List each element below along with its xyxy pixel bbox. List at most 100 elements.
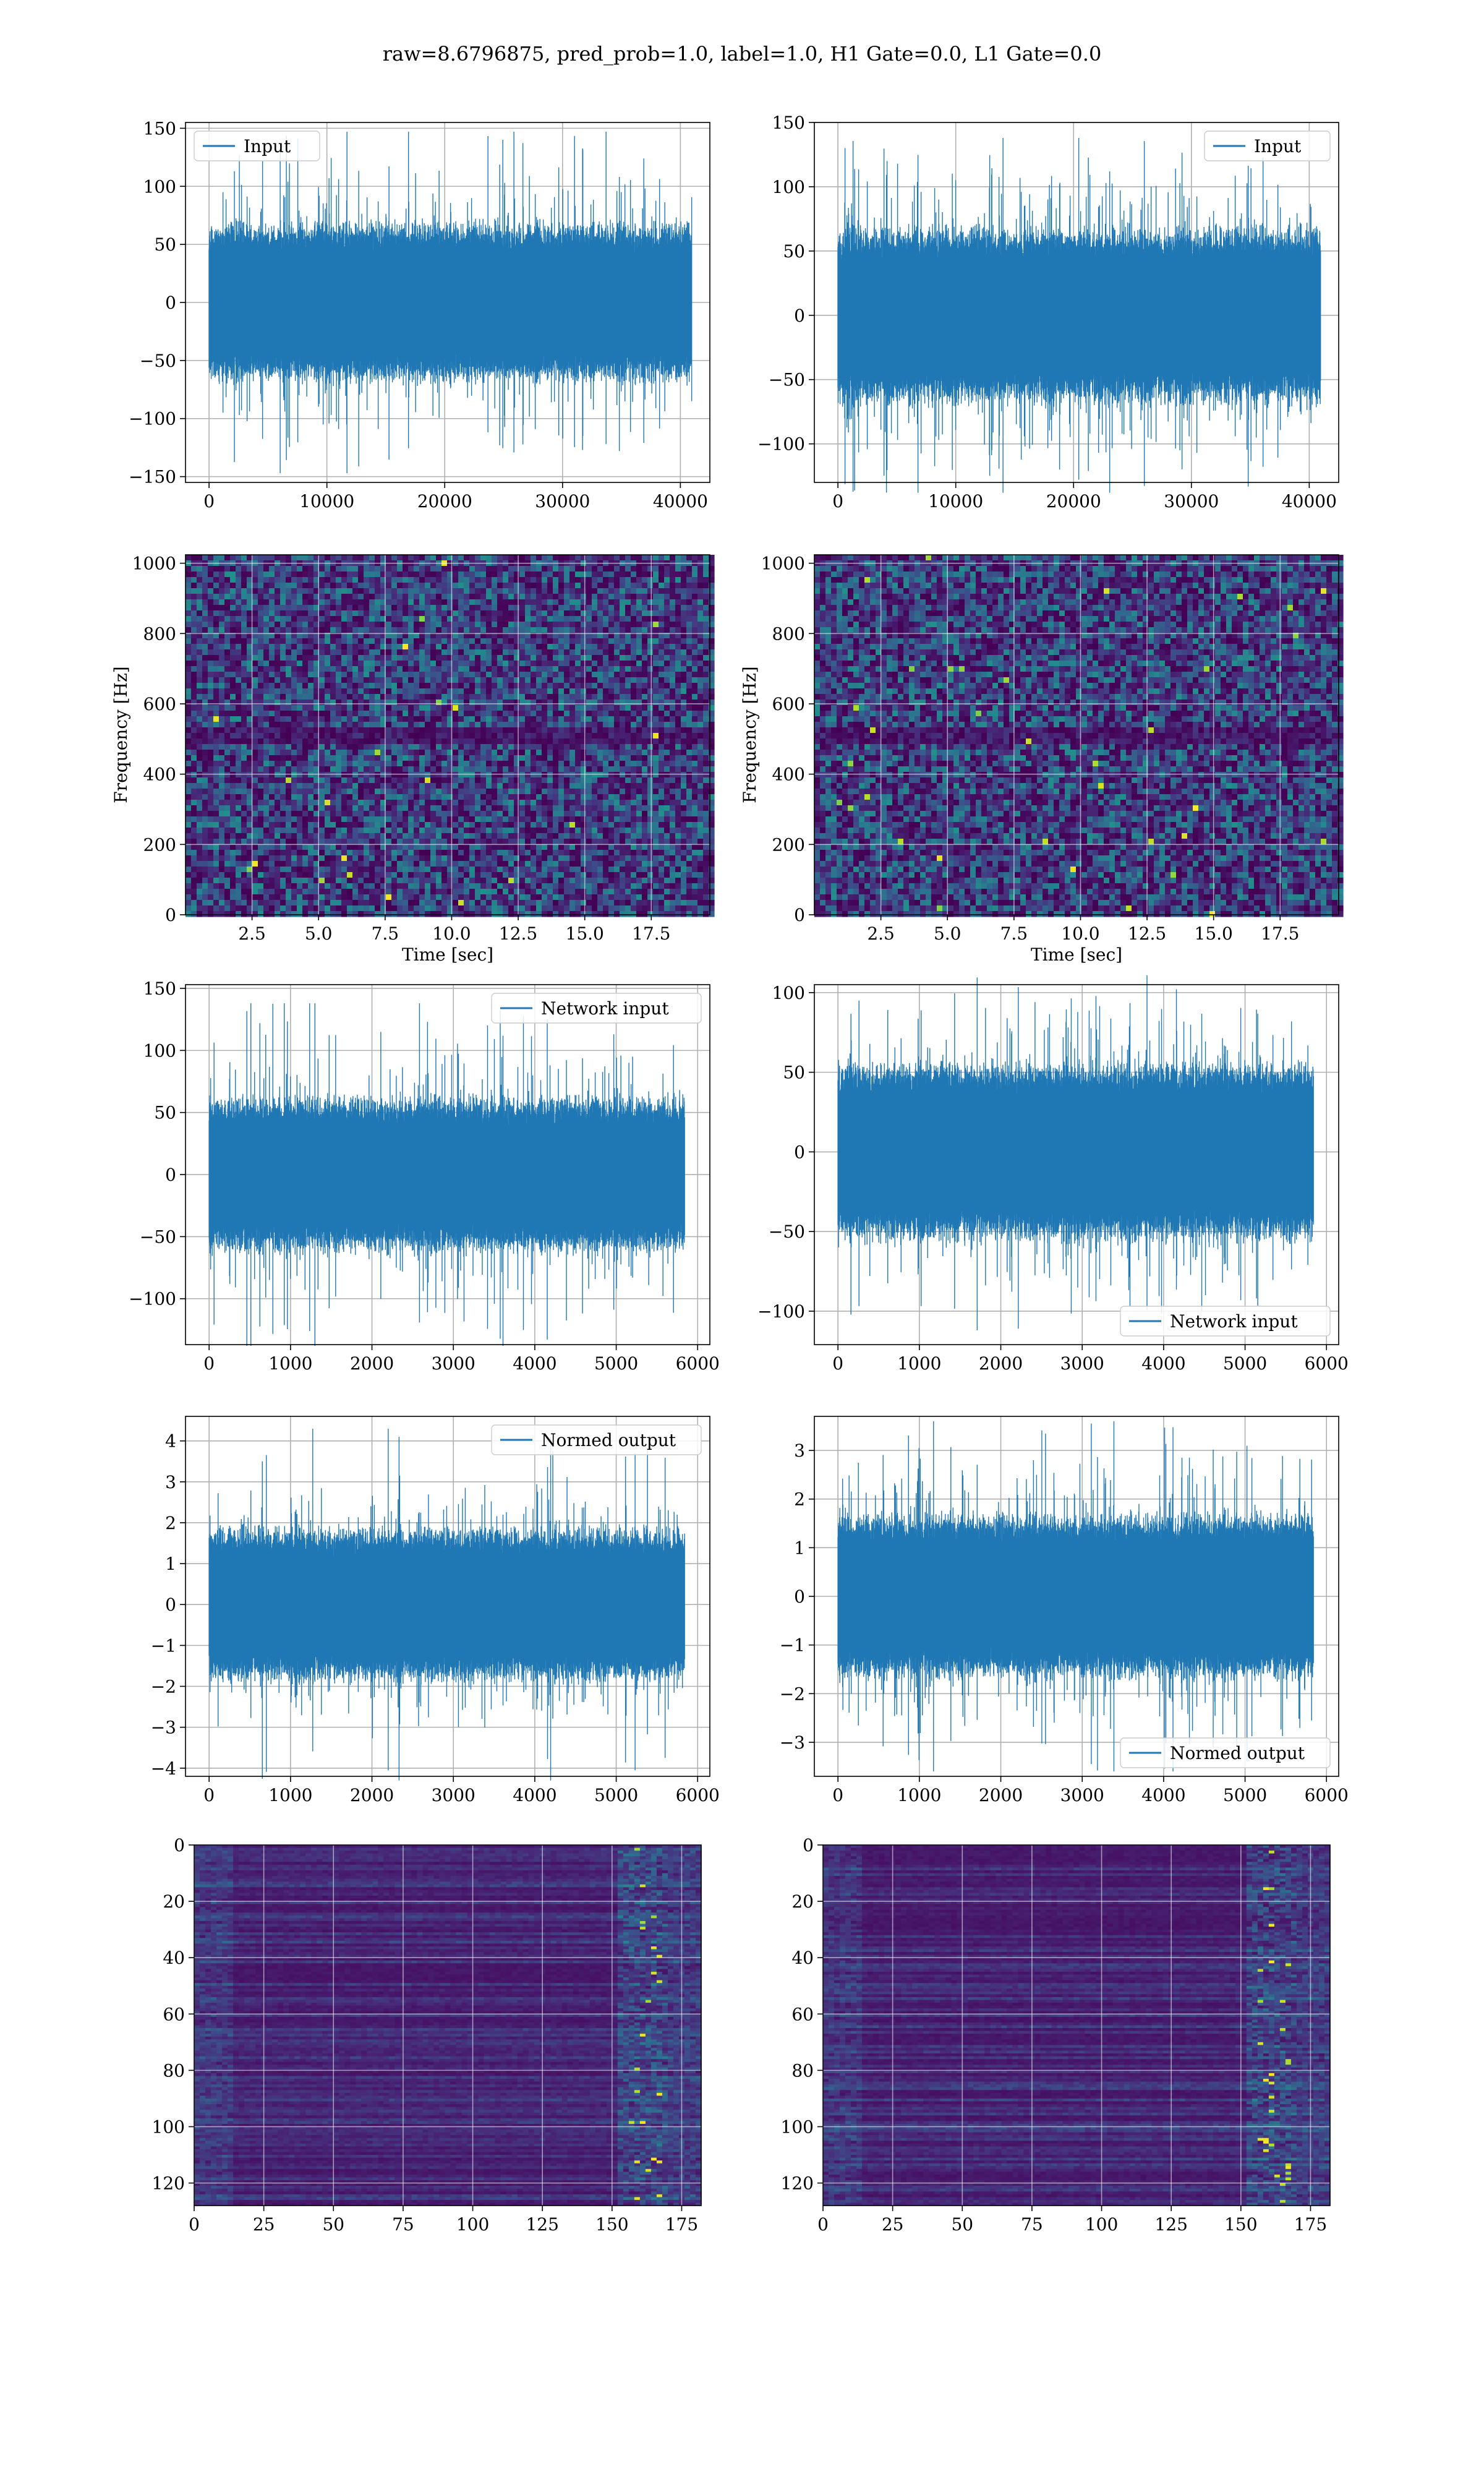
spectrogram-cell bbox=[202, 566, 208, 572]
spectrogram-cell bbox=[252, 610, 258, 617]
spectrogram-cell bbox=[219, 583, 225, 589]
spectrogram-cell bbox=[236, 599, 242, 606]
spectrogram-cell bbox=[558, 571, 565, 578]
spectrogram-cell bbox=[269, 599, 275, 606]
spectrogram-cell bbox=[369, 588, 375, 594]
spectrogram-cell bbox=[647, 571, 654, 578]
spectrogram-cell bbox=[558, 605, 565, 611]
spectrogram-cell bbox=[564, 599, 570, 606]
spectrogram-cell bbox=[675, 577, 681, 583]
spectrogram-cell bbox=[592, 566, 598, 572]
spectrogram-cell bbox=[330, 616, 336, 622]
spectrogram-cell bbox=[436, 599, 442, 606]
spectrogram-cell bbox=[208, 616, 214, 622]
spectrogram-cell bbox=[208, 566, 214, 572]
spectrogram-cell bbox=[480, 594, 487, 600]
spectrogram-cell bbox=[425, 588, 431, 594]
spectrogram-cell bbox=[608, 594, 615, 600]
spectrogram-cell bbox=[469, 588, 475, 594]
spectrogram-cell bbox=[547, 605, 553, 611]
spectrogram-cell bbox=[319, 599, 325, 606]
spectrogram-cell bbox=[542, 571, 548, 578]
spectrogram-cell bbox=[208, 594, 214, 600]
spectrogram-cell bbox=[191, 566, 197, 572]
spectrogram-cell bbox=[219, 594, 225, 600]
spectrogram-cell bbox=[553, 566, 559, 572]
spectrogram-cell bbox=[275, 616, 281, 622]
spectrogram-cell bbox=[686, 566, 693, 572]
spectrogram-cell bbox=[586, 555, 592, 561]
spectrogram-cell bbox=[692, 577, 698, 583]
spectrogram-cell bbox=[553, 571, 559, 578]
spectrogram-cell bbox=[486, 594, 492, 600]
spectrogram-cell bbox=[263, 588, 270, 594]
spectrogram-cell bbox=[464, 610, 470, 617]
spectrogram-cell bbox=[352, 605, 359, 611]
spectrogram-cell bbox=[703, 577, 709, 583]
spectrogram-cell bbox=[497, 605, 503, 611]
spectrogram-cell bbox=[631, 599, 637, 606]
spectrogram-cell bbox=[514, 555, 520, 561]
spectrogram-cell bbox=[330, 571, 336, 578]
spectrogram-cell bbox=[686, 605, 693, 611]
spectrogram-cell bbox=[280, 555, 286, 561]
spectrogram-cell bbox=[408, 583, 414, 589]
spectrogram-cell bbox=[697, 566, 704, 572]
spectrogram-cell bbox=[219, 599, 225, 606]
spectrogram-cell bbox=[364, 577, 370, 583]
spectrogram-cell bbox=[263, 571, 270, 578]
panel-spectrogram-h1: 2.5 5.0 7.5 10.0 12.5 15.0 17.5020040060080010… bbox=[111, 554, 715, 965]
spectrogram-cell bbox=[508, 599, 514, 606]
spectrogram-cell bbox=[252, 583, 258, 589]
spectrogram-cell bbox=[486, 577, 492, 583]
spectrogram-cell bbox=[241, 588, 247, 594]
spectrogram-cell bbox=[569, 605, 576, 611]
spectrogram-cell bbox=[542, 577, 548, 583]
spectrogram-cell bbox=[603, 577, 609, 583]
spectrogram-cell bbox=[430, 599, 437, 606]
spectrogram-cell bbox=[208, 610, 214, 617]
spectrogram-cell bbox=[236, 583, 242, 589]
spectrogram-cell bbox=[291, 583, 297, 589]
spectrogram-cell bbox=[597, 605, 603, 611]
spectrogram-cell bbox=[486, 610, 492, 617]
spectrogram-cell bbox=[503, 583, 509, 589]
spectrogram-cell bbox=[480, 566, 487, 572]
spectrogram-cell bbox=[464, 566, 470, 572]
spectrogram-cell bbox=[297, 599, 303, 606]
x-tick-label: 30000 bbox=[535, 491, 590, 511]
spectrogram-cell bbox=[375, 610, 381, 617]
spectrogram-cell bbox=[308, 588, 314, 594]
spectrogram-cell bbox=[508, 588, 514, 594]
spectrogram-cell bbox=[336, 599, 342, 606]
spectrogram-cell bbox=[503, 605, 509, 611]
spectrogram-cell bbox=[697, 571, 704, 578]
spectrogram-cell bbox=[436, 594, 442, 600]
spectrogram-cell bbox=[358, 616, 364, 622]
spectrogram-cell bbox=[697, 605, 704, 611]
spectrogram-cell bbox=[269, 605, 275, 611]
spectrogram-cell bbox=[224, 594, 231, 600]
spectrogram-cell bbox=[464, 588, 470, 594]
spectrogram-cell bbox=[280, 588, 286, 594]
spectrogram-cell bbox=[297, 616, 303, 622]
spectrogram-cell bbox=[675, 605, 681, 611]
spectrogram-cell bbox=[519, 571, 526, 578]
spectrogram-cell bbox=[492, 605, 498, 611]
spectrogram-cell bbox=[453, 588, 459, 594]
spectrogram-cell bbox=[425, 571, 431, 578]
spectrogram-cell bbox=[186, 594, 192, 600]
spectrogram-cell bbox=[291, 577, 297, 583]
spectrogram-cell bbox=[297, 566, 303, 572]
spectrogram-cell bbox=[508, 566, 514, 572]
spectrogram-cell bbox=[414, 577, 420, 583]
spectrogram-cell bbox=[425, 594, 431, 600]
spectrogram-cell bbox=[186, 583, 192, 589]
spectrogram-cell bbox=[497, 571, 503, 578]
spectrogram-cell bbox=[280, 571, 286, 578]
spectrogram-cell bbox=[647, 588, 654, 594]
spectrogram-cell bbox=[325, 566, 331, 572]
spectrogram-cell bbox=[436, 605, 442, 611]
spectrogram-cell bbox=[597, 588, 603, 594]
spectrogram-cell bbox=[508, 605, 514, 611]
